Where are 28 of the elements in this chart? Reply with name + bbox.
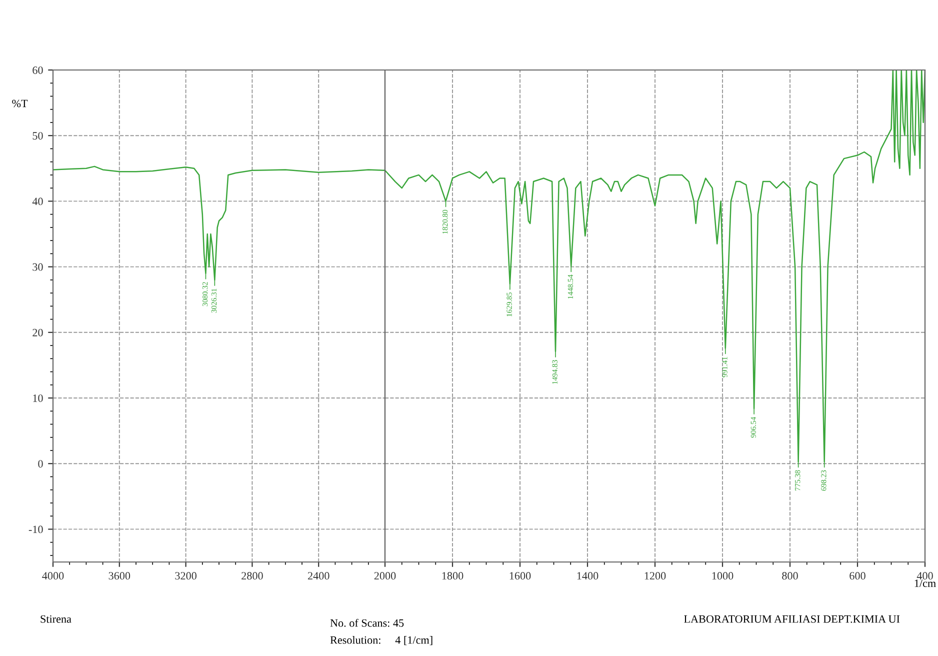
x-tick-label: 3600 bbox=[108, 572, 130, 580]
x-tick-label: 1200 bbox=[644, 572, 666, 580]
x-tick-label: 4000 bbox=[42, 572, 64, 580]
x-tick-label: 2000 bbox=[374, 572, 396, 580]
x-tick-label: 2800 bbox=[242, 572, 263, 580]
y-tick-label: 50 bbox=[32, 132, 43, 140]
y-tick-label: 10 bbox=[33, 394, 43, 402]
text: No. of Scans: 45 bbox=[330, 618, 404, 627]
y-axis-title: %T bbox=[12, 100, 28, 108]
x-tick-label: 400 bbox=[916, 572, 933, 580]
y-tick-label: 60 bbox=[32, 66, 43, 74]
x-tick-label: 2400 bbox=[308, 572, 330, 580]
y-tick-label: -10 bbox=[28, 526, 43, 534]
x-tick-label: 3200 bbox=[175, 572, 196, 580]
y-tick-label: 20 bbox=[32, 328, 43, 336]
x-tick-label: 600 bbox=[850, 572, 866, 580]
x-axis-title: 1/cm bbox=[914, 580, 936, 588]
text: LABORATORIUM AFILIASI DEPT.KIMIA UI bbox=[684, 615, 900, 623]
y-tick-label: 30 bbox=[32, 263, 43, 271]
x-tick-label: 1600 bbox=[510, 572, 531, 580]
x-tick-label: 1800 bbox=[442, 572, 464, 580]
y-tick-label: 40 bbox=[32, 198, 43, 206]
x-tick-label: 1000 bbox=[712, 572, 734, 580]
text: Stirena bbox=[40, 615, 72, 623]
x-tick-label: 1400 bbox=[577, 572, 598, 580]
x-tick-label: 800 bbox=[782, 572, 798, 580]
y-tick-label: 0 bbox=[38, 460, 43, 468]
text: Resolution: 4 [1/cm] bbox=[330, 636, 432, 646]
